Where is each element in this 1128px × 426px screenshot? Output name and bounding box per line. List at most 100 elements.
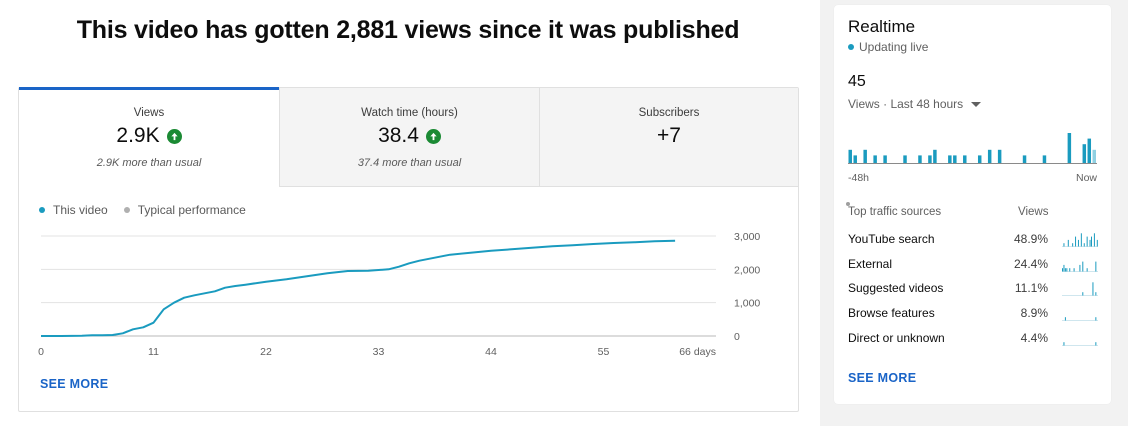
traffic-source-name: External [848,256,893,271]
range-label: Views · Last 48 hours [848,97,964,111]
chart-legend: This video Typical performance [39,203,246,217]
legend-typical: Typical performance [123,203,246,217]
info-dot-icon [846,202,850,206]
realtime-bar [848,149,852,163]
traffic-source-percent: 11.1% [1014,281,1048,296]
realtime-bar [1042,155,1047,163]
live-status: Updating live [848,40,928,54]
realtime-title: Realtime [848,17,916,36]
x-tick-label: 66 days [679,346,716,358]
realtime-bar [953,155,957,163]
spark-bar [1095,317,1097,321]
traffic-source-row[interactable]: Browse features 8.9% [848,303,1098,323]
tab-views[interactable]: Views 2.9K 2.9K more than usual [19,87,279,187]
range-dropdown[interactable]: Views · Last 48 hours [848,97,982,111]
realtime-bar [1092,149,1096,163]
realtime-count: 45 [848,73,866,90]
legend-label: This video [53,203,108,217]
realtime-bar-chart [848,133,1097,164]
y-tick-label: 3,000 [734,231,760,243]
realtime-bar [928,155,932,163]
realtime-bar [948,155,952,163]
spark-bar [1073,267,1075,272]
realtime-bar [963,155,967,163]
spark-bar [1092,282,1094,296]
tab-value: +7 [657,124,681,147]
realtime-bar [853,155,857,163]
traffic-source-name: Browse features [848,306,935,321]
traffic-source-percent: 48.9% [1013,232,1048,246]
realtime-bar [1022,155,1027,163]
tab-label: Subscribers [638,107,700,119]
spark-bar [1086,236,1088,247]
x-tick-label: 55 [598,346,610,358]
see-more-button[interactable]: SEE MORE [40,377,109,391]
realtime-bar [933,149,937,163]
tab-label: Watch time (hours) [361,107,458,119]
spark-bar [1077,239,1079,247]
spark-bar [1096,239,1098,247]
spark-bar [1066,267,1068,272]
realtime-bar [1082,144,1087,163]
tab-comparison: 2.9K more than usual [96,157,202,169]
caret-down-icon [971,101,982,107]
metric-tabs: Views 2.9K 2.9K more than usual Watch ti… [19,87,798,187]
y-tick-label: 2,000 [734,264,760,276]
y-tick-label: 0 [734,331,740,343]
spark-bar [1067,239,1069,247]
series-dot-icon [123,207,130,213]
traffic-source-row[interactable]: External 24.4% [848,254,1098,274]
traffic-source-row[interactable]: Direct or unknown 4.4% [848,328,1098,348]
views-column-header: Views [1018,206,1049,218]
tab-label: Views [133,107,165,119]
y-tick-label: 1,000 [734,298,760,310]
realtime-bar [903,155,907,163]
views-line-chart: 0 1,000 2,000 3,000 0 11 22 33 44 55 66 days [38,231,760,358]
traffic-source-name: YouTube search [848,232,935,246]
spark-bar [1075,236,1077,247]
legend-this-video: This video [39,203,108,217]
page-headline: This video has gotten 2,881 views since … [76,16,740,44]
realtime-bar [863,149,867,163]
spark-bar [1063,264,1065,272]
spark-bar [1079,264,1081,272]
spark-bar [1083,243,1085,247]
live-status-label: Updating live [859,40,929,54]
tab-comparison: 37.4 more than usual [357,157,462,169]
series-dot-icon [39,207,45,213]
traffic-source-row[interactable]: YouTube search 48.9% [848,229,1098,249]
realtime-bar [873,155,877,163]
tab-subscribers[interactable]: Subscribers +7 [539,88,798,187]
spark-bar [1086,267,1088,272]
spark-bar [1091,236,1092,247]
spark-bar [1064,317,1066,321]
spark-bar [1082,261,1084,272]
traffic-source-percent: 8.9% [1020,306,1048,321]
realtime-bar [987,149,992,163]
trend-up-icon [425,129,441,144]
spark-bar [1072,243,1074,247]
traffic-source-sparkline [1062,282,1098,297]
traffic-source-sparkline [1062,233,1098,247]
spark-bar [1095,261,1097,272]
traffic-source-percent: 4.4% [1020,330,1048,345]
spark-bar [1063,341,1065,346]
traffic-source-row[interactable]: Suggested videos 11.1% [848,278,1098,298]
realtime-bar [1067,133,1072,163]
spark-bar [1095,341,1097,346]
traffic-sources-header: Top traffic sources [848,206,942,218]
axis-end-label: Now [1075,172,1097,184]
realtime-see-more-button[interactable]: SEE MORE [848,371,917,385]
traffic-source-sparkline [1062,341,1098,346]
tab-watch-time[interactable]: Watch time (hours) 38.4 37.4 more than u… [279,88,539,187]
tab-value: 38.4 [378,124,419,147]
spark-bar [1063,243,1065,247]
spark-bar [1089,239,1091,247]
realtime-bar [918,155,922,163]
trend-up-icon [166,129,182,144]
x-tick-label: 22 [260,346,272,358]
realtime-card: Realtime Updating live 45 Views · Last 4… [834,5,1111,404]
spark-bar [1093,233,1095,247]
realtime-bar [883,155,887,163]
axis-start-label: -48h [848,172,870,184]
